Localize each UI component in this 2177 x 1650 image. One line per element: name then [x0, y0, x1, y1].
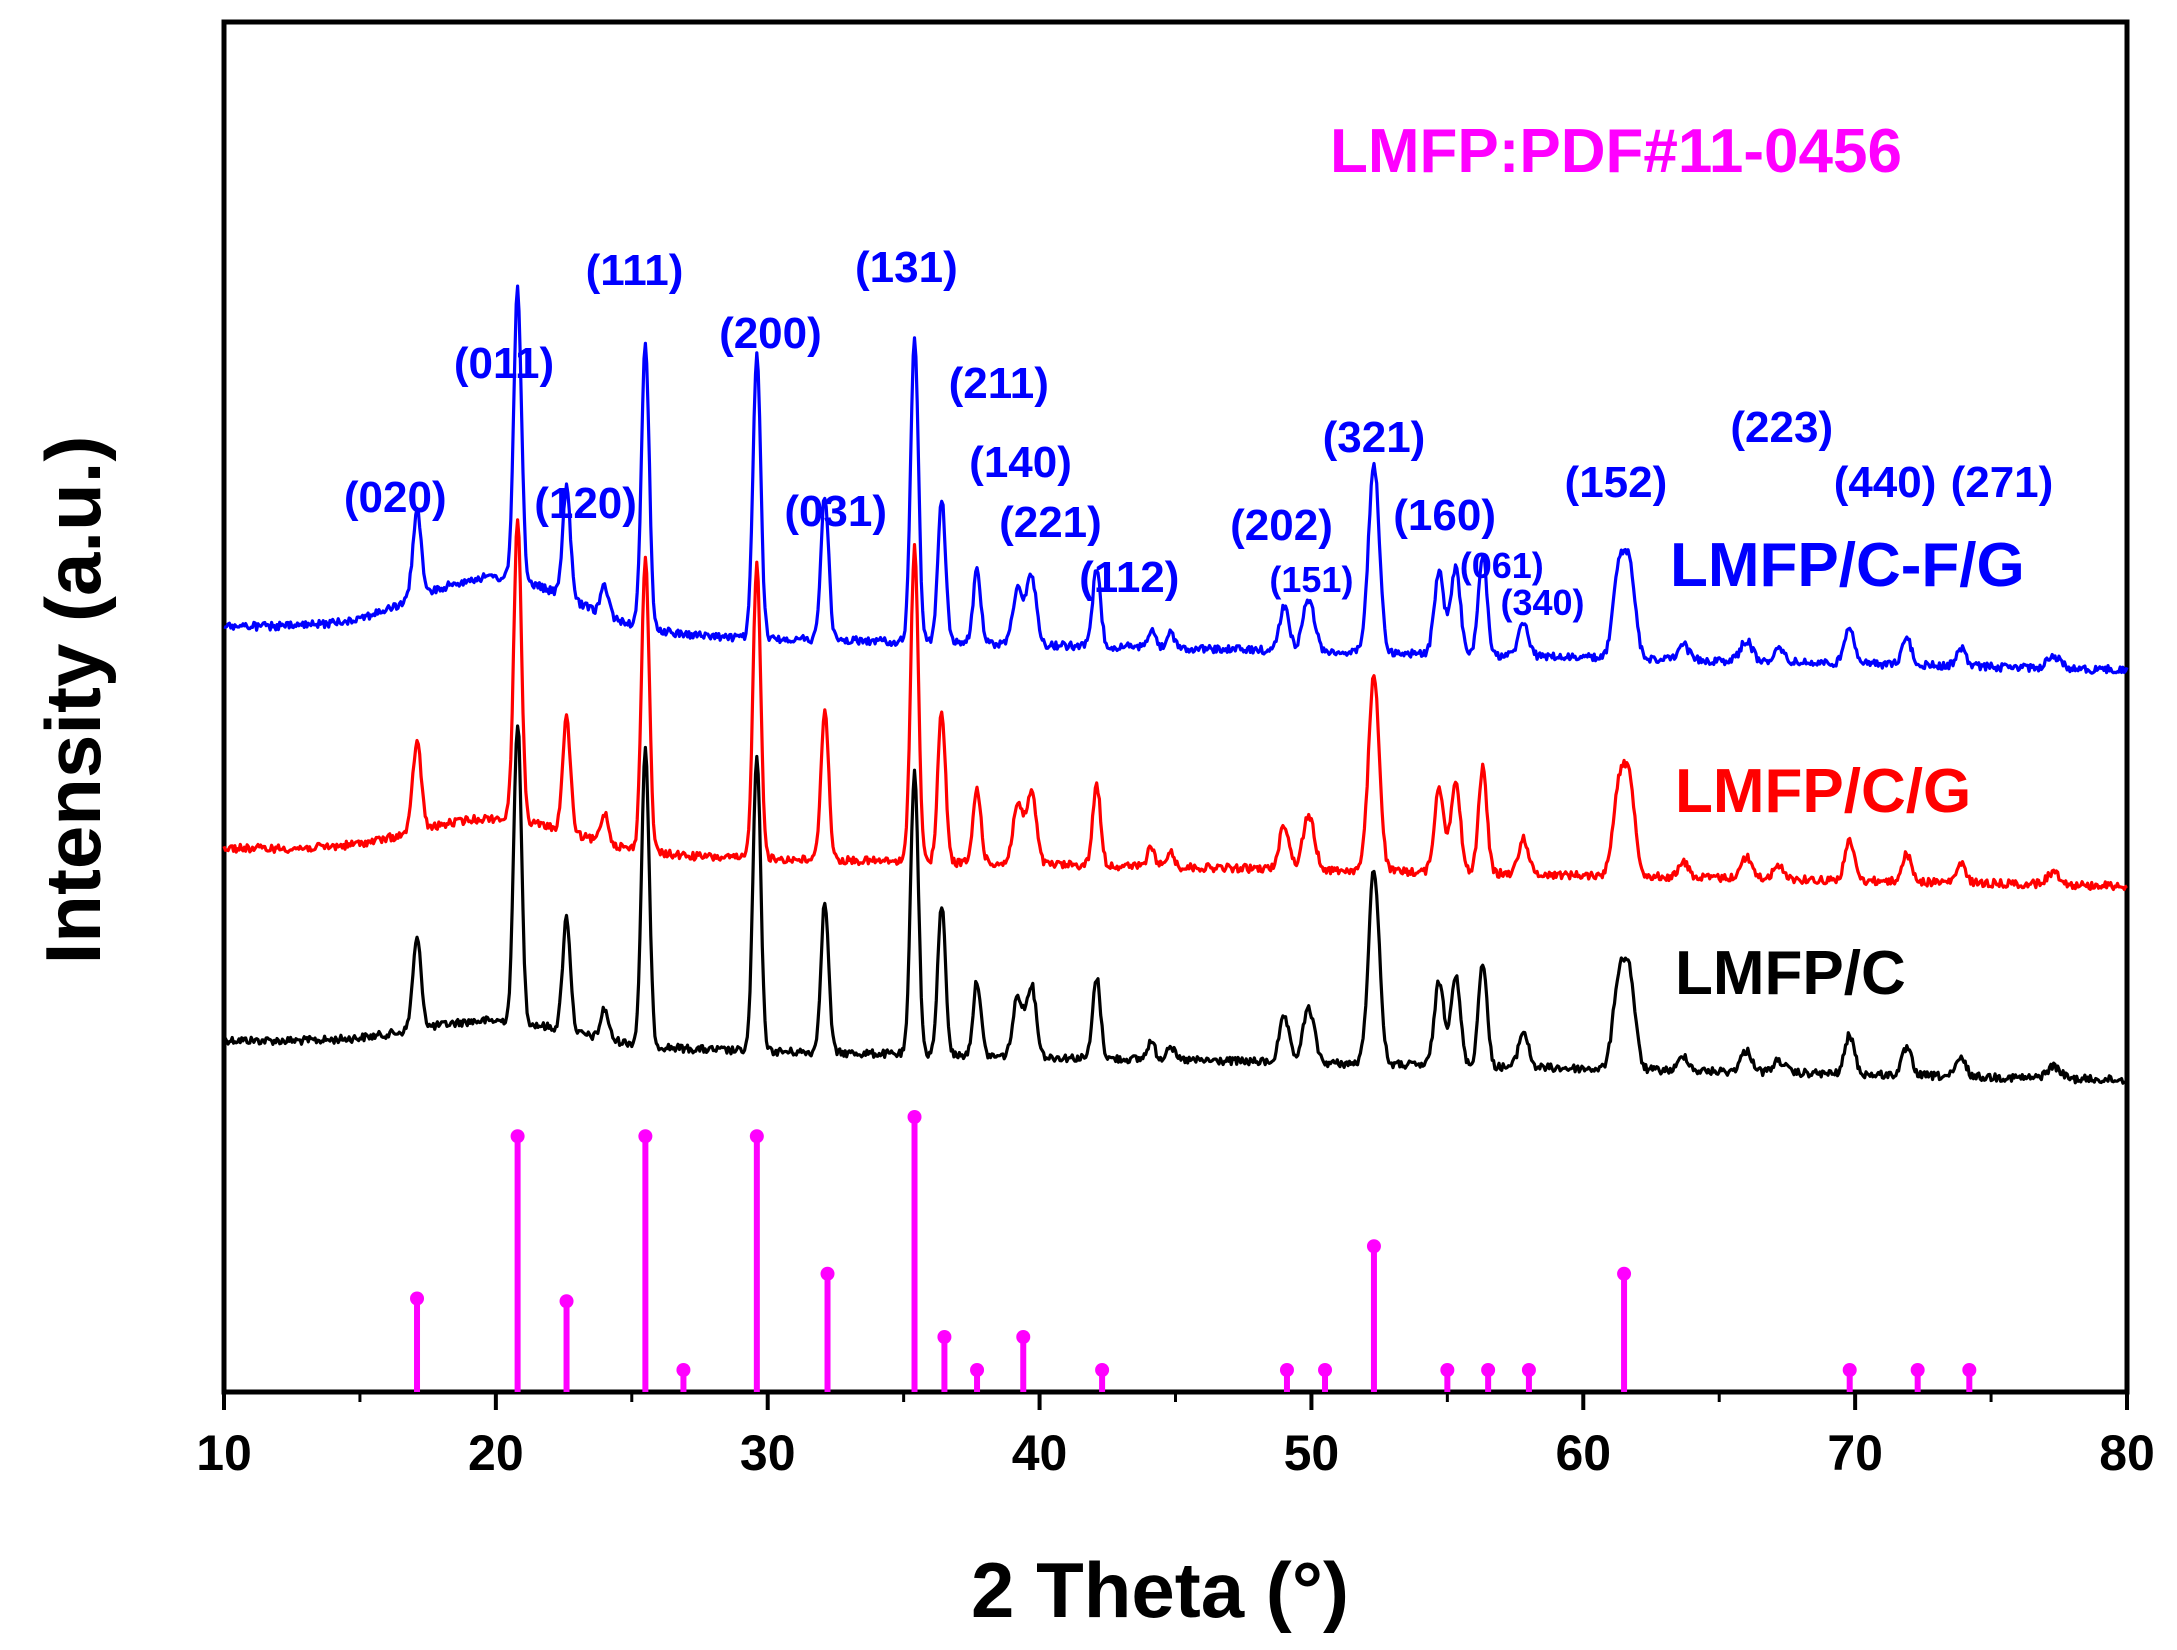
x-tick-label: 60 — [1555, 1425, 1611, 1481]
miller-index-label: (011) — [454, 339, 554, 388]
pattern-line-0 — [222, 724, 2128, 1085]
reference-peak-marker — [1481, 1363, 1496, 1377]
plot-frame — [221, 19, 2130, 1395]
series-label-lmfp-c-f-g: LMFP/C-F/G — [1670, 531, 2025, 600]
reference-peak-marker — [1279, 1363, 1294, 1377]
miller-index-label: (131) — [855, 243, 958, 292]
reference-peak-marker — [1366, 1239, 1381, 1254]
miller-index-label: (111) — [586, 246, 684, 295]
reference-peak-marker — [1521, 1363, 1536, 1377]
reference-peak-marker — [1910, 1363, 1925, 1377]
series-label-lmfp-c: LMFP/C — [1675, 939, 1906, 1008]
x-axis-ticks: 10 20 30 40 50 60 70 80 — [196, 1392, 2155, 1481]
miller-index-label: (223) — [1730, 403, 1833, 452]
x-axis-title: 2 Theta (°) — [971, 1546, 1349, 1634]
miller-index-label: (211) — [949, 359, 1049, 408]
miller-index-label: (152) — [1565, 458, 1668, 507]
x-tick-label: 50 — [1284, 1425, 1340, 1481]
reference-peak-marker — [510, 1129, 525, 1144]
miller-index-label: (020) — [344, 473, 447, 522]
x-tick-label: 80 — [2099, 1425, 2155, 1481]
pattern-line-2 — [223, 284, 2129, 675]
reference-peak-marker — [676, 1363, 691, 1377]
reference-peak-marker — [1016, 1330, 1031, 1344]
series-label-lmfp-c-g: LMFP/C/G — [1675, 757, 1971, 826]
reference-peak-marker — [1095, 1363, 1110, 1377]
x-tick-label: 20 — [468, 1425, 524, 1481]
reference-peak-marker — [1962, 1363, 1977, 1377]
miller-index-label: (340) — [1500, 582, 1584, 623]
ref-pdf-label: LMFP:PDF#11-0456 — [1330, 117, 1902, 186]
miller-index-label: (112) — [1079, 553, 1179, 602]
reference-peak-marker — [937, 1330, 952, 1344]
pattern-line-1 — [222, 518, 2128, 892]
reference-peak-marker — [820, 1266, 835, 1281]
reference-peak-marker — [970, 1363, 985, 1377]
y-axis-title: Intensity (a.u.) — [29, 436, 117, 965]
miller-index-label: (061) — [1460, 545, 1544, 586]
reference-peaks — [410, 1110, 1977, 1392]
x-tick-label: 40 — [1012, 1425, 1068, 1481]
reference-peak-marker — [559, 1294, 574, 1309]
miller-index-label: (271) — [1951, 458, 2054, 507]
miller-index-label: (321) — [1323, 413, 1426, 462]
miller-index-label: (160) — [1393, 491, 1496, 540]
reference-peak-marker — [410, 1291, 425, 1306]
xrd-patterns — [222, 284, 2129, 1085]
miller-index-label: (202) — [1230, 501, 1333, 550]
miller-index-label: (200) — [719, 309, 822, 358]
x-tick-label: 30 — [740, 1425, 796, 1481]
miller-index-labels: (020) (011) (120) (111) (200) (031) (131) (211)… — [344, 243, 2053, 623]
x-tick-label: 70 — [1827, 1425, 1883, 1481]
reference-peak-marker — [1440, 1363, 1455, 1377]
miller-index-label: (221) — [999, 498, 1102, 547]
reference-peak-marker — [1842, 1363, 1857, 1377]
miller-index-label: (031) — [784, 487, 887, 536]
reference-peak-marker — [907, 1110, 922, 1124]
reference-peak-marker — [638, 1129, 653, 1144]
x-tick-label: 10 — [196, 1425, 252, 1481]
miller-index-label: (151) — [1269, 559, 1353, 600]
reference-peak-marker — [1617, 1266, 1632, 1281]
miller-index-label: (120) — [534, 479, 637, 528]
reference-peak-marker — [749, 1129, 764, 1144]
miller-index-label: (140) — [969, 438, 1072, 487]
reference-peak-marker — [1318, 1363, 1333, 1377]
miller-index-label: (440) — [1834, 458, 1937, 507]
